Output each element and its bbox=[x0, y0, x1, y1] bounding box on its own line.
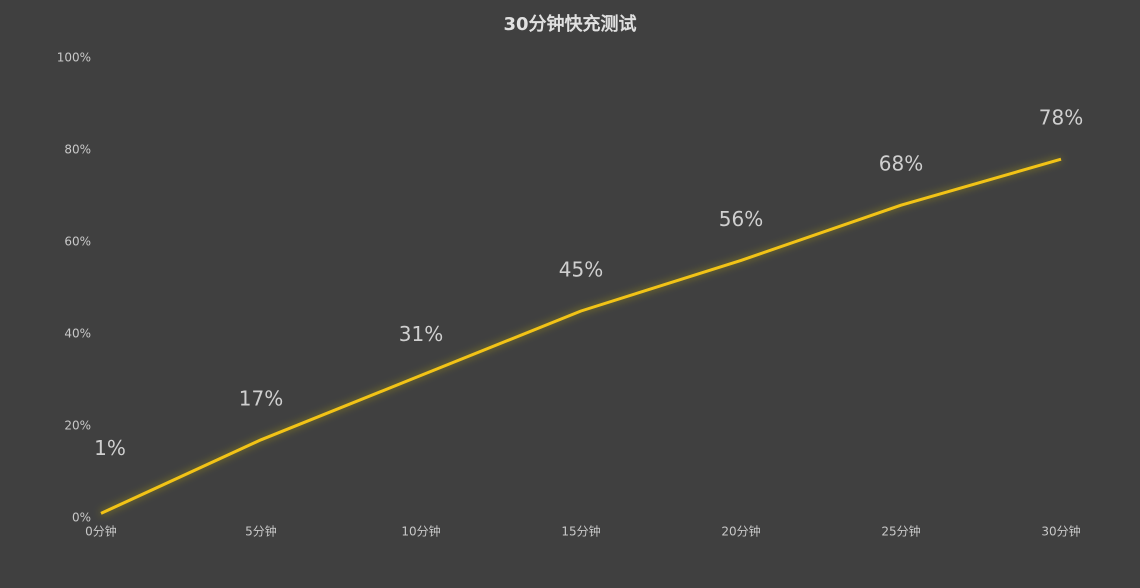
data-label: 56% bbox=[719, 207, 763, 231]
data-label: 17% bbox=[239, 386, 283, 410]
data-label: 78% bbox=[1039, 106, 1083, 130]
data-label: 45% bbox=[559, 258, 603, 282]
y-tick-label: 60% bbox=[64, 235, 91, 249]
x-tick-label: 25分钟 bbox=[881, 524, 920, 539]
x-tick-label: 15分钟 bbox=[561, 524, 600, 539]
x-tick-label: 5分钟 bbox=[245, 524, 277, 539]
x-tick-label: 0分钟 bbox=[85, 524, 117, 539]
line bbox=[100, 157, 1062, 515]
chart-title: 30分钟快充测试 bbox=[503, 13, 636, 35]
data-label: 1% bbox=[94, 436, 126, 460]
y-tick-label: 40% bbox=[64, 327, 91, 341]
data-label: 31% bbox=[399, 322, 443, 346]
y-tick-label: 80% bbox=[64, 143, 91, 157]
x-tick-label: 20分钟 bbox=[721, 524, 760, 539]
y-tick-label: 0% bbox=[72, 511, 91, 525]
y-tick-label: 20% bbox=[64, 419, 91, 433]
x-tick-label: 10分钟 bbox=[401, 524, 440, 539]
x-tick-label: 30分钟 bbox=[1041, 524, 1080, 539]
y-tick-label: 100% bbox=[57, 51, 91, 65]
data-label: 68% bbox=[879, 152, 923, 176]
